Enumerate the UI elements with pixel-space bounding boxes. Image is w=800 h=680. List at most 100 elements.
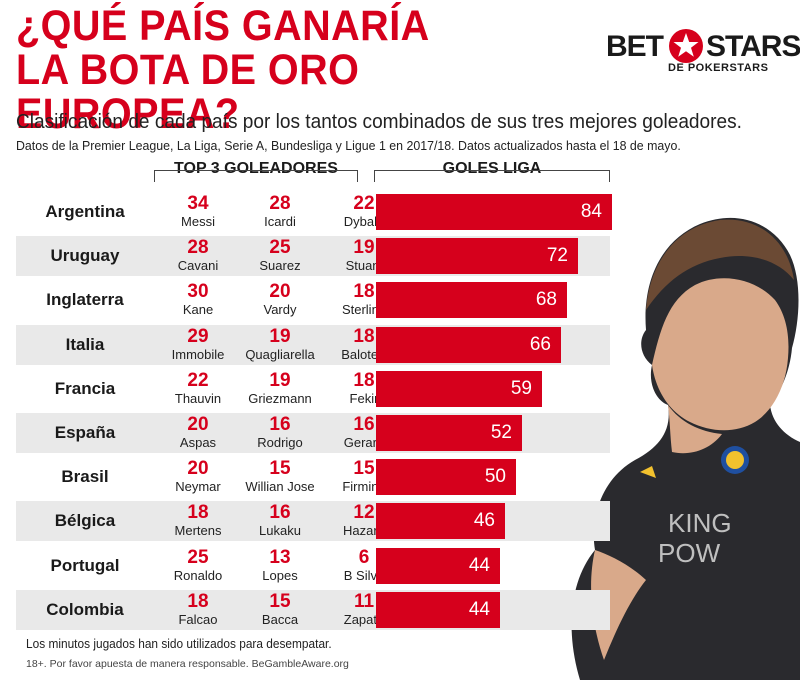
data-note: Datos de la Premier League, La Liga, Ser…	[16, 138, 681, 153]
scorer-name: Lopes	[262, 567, 298, 583]
country-label: Francia	[54, 378, 116, 398]
bar-value-label: 44	[468, 554, 490, 576]
bar	[376, 591, 500, 628]
scorer-cell: 13 Lopes	[238, 546, 322, 586]
scorer-goals: 13	[269, 546, 291, 568]
scorer-name: Messi	[181, 214, 215, 229]
title-line-1: ¿QUÉ PAÍS GANARÍA	[16, 2, 430, 50]
country-label: Bélgica	[54, 511, 116, 531]
scorer-cell: 15 Firmino	[322, 457, 406, 497]
scorer-name: Balotelli	[341, 346, 387, 362]
bar	[376, 282, 567, 319]
bar-value-label: 44	[468, 598, 490, 620]
scorer-cell: 28 Cavani	[156, 236, 240, 276]
logo-subtitle: DE POKERSTARS	[668, 62, 769, 74]
scorer-goals: 29	[187, 325, 209, 347]
scorer-name: Rodrigo	[257, 435, 303, 450]
scorer-name: Quagliarella	[245, 346, 315, 362]
scorer-name: Firmino	[342, 479, 386, 495]
footnote: Los minutos jugados han sido utilizados …	[26, 637, 332, 651]
scorer-cell: 22 Thauvin	[156, 369, 240, 409]
scorer-cell: 15 Bacca	[238, 590, 322, 630]
bar	[376, 194, 612, 230]
subtitle: Clasificación de cada país por los tanto…	[16, 110, 742, 133]
table-row: Francia 22 Thauvin 19 Griezmann 18 Fekir 59	[16, 369, 610, 409]
scorer-cell: 12 Hazard	[322, 501, 406, 541]
country-label: Portugal	[50, 555, 120, 575]
scorer-goals: 25	[187, 546, 209, 568]
player-photo: KING POW	[571, 217, 800, 680]
bar-value-label: 52	[490, 422, 512, 443]
scorer-goals: 22	[187, 369, 209, 391]
scorer-cell: 18 Fekir	[322, 369, 406, 409]
bar	[376, 547, 500, 584]
scorer-name: Fekir	[349, 390, 379, 406]
scorer-goals: 15	[353, 458, 375, 480]
table-row: Uruguay 28 Cavani 25 Suarez 19 Stuani 72	[16, 236, 610, 277]
table-row: Inglaterra 30 Kane 20 Vardy 18 Sterling 68	[16, 280, 610, 320]
bar-value-label: 72	[546, 245, 568, 267]
table-row: Argentina 34 Messi 28 Icardi 22 Dybala 84	[16, 192, 612, 232]
scorer-name: Cavani	[177, 258, 219, 274]
bar-value-label: 46	[473, 510, 495, 532]
country-label: Argentina	[45, 202, 125, 221]
scorer-cell: 16 Rodrigo	[238, 413, 322, 453]
scorer-name: Sterling	[341, 302, 387, 318]
scorer-cell: 18 Mertens	[156, 501, 240, 541]
scorer-goals: 6	[358, 546, 370, 568]
scorer-cell: 28 Icardi	[238, 192, 322, 232]
bar-value-label: 68	[535, 289, 557, 311]
star-icon	[669, 29, 703, 63]
country-label: Brasil	[61, 467, 109, 487]
scorer-cell: 34 Messi	[156, 192, 240, 232]
scorer-goals: 18	[187, 590, 209, 612]
scorer-cell: 19 Griezmann	[238, 369, 322, 409]
scorer-name: Vardy	[263, 302, 297, 318]
scorer-goals: 11	[353, 590, 375, 612]
bar	[376, 370, 542, 407]
bar	[376, 503, 505, 540]
bar-value-label: 66	[529, 333, 551, 355]
bar	[376, 459, 516, 496]
shirt-text-1: KING	[668, 508, 732, 538]
scorer-goals: 12	[353, 502, 375, 524]
scorer-name: Dybala	[343, 214, 385, 229]
scorer-name: Neymar	[175, 479, 221, 495]
page-title: ¿QUÉ PAÍS GANARÍA LA BOTA DE ORO EUROPEA…	[16, 4, 568, 136]
disclaimer: 18+. Por favor apuesta de manera respons…	[26, 658, 349, 670]
country-label: Inglaterra	[46, 290, 124, 310]
scorer-goals: 18	[353, 281, 375, 303]
scorer-name: Mertens	[174, 523, 222, 539]
scorer-goals: 20	[187, 458, 209, 480]
scorer-cell: 22 Dybala	[322, 192, 406, 232]
bar-value-label: 84	[580, 201, 602, 222]
scorer-goals: 20	[187, 414, 209, 435]
scorer-cell: 19 Quagliarella	[238, 325, 322, 365]
scorer-goals: 19	[269, 369, 291, 391]
scorer-name: Bacca	[261, 611, 299, 627]
scorer-goals: 34	[187, 193, 209, 214]
scorer-cell: 25 Ronaldo	[156, 546, 240, 586]
scorer-goals: 15	[269, 590, 291, 612]
bar	[376, 238, 578, 275]
scorer-goals: 28	[269, 193, 291, 214]
column-header-league-goals: GOLES LIGA	[442, 160, 542, 177]
scorer-cell: 16 Lukaku	[238, 501, 322, 541]
scorer-name: Stuani	[345, 258, 383, 274]
shirt-text-2: POW	[658, 538, 721, 568]
scorer-goals: 19	[353, 237, 375, 259]
bar	[376, 415, 522, 451]
scorer-cell: 20 Aspas	[156, 413, 240, 453]
scorer-goals: 28	[187, 237, 209, 259]
scorer-goals: 18	[187, 502, 209, 524]
scorer-name: Kane	[182, 302, 214, 318]
scorer-goals: 15	[269, 458, 291, 480]
country-label: Uruguay	[50, 246, 120, 266]
scorer-cell: 20 Vardy	[238, 280, 322, 320]
scorer-name: Aspas	[179, 435, 217, 450]
column-header-top3: TOP 3 GOLEADORES	[174, 160, 338, 177]
scorer-cell: 29 Immobile	[156, 325, 240, 365]
scorer-cell: 18 Sterling	[322, 280, 406, 320]
bar-value-label: 59	[510, 377, 532, 399]
